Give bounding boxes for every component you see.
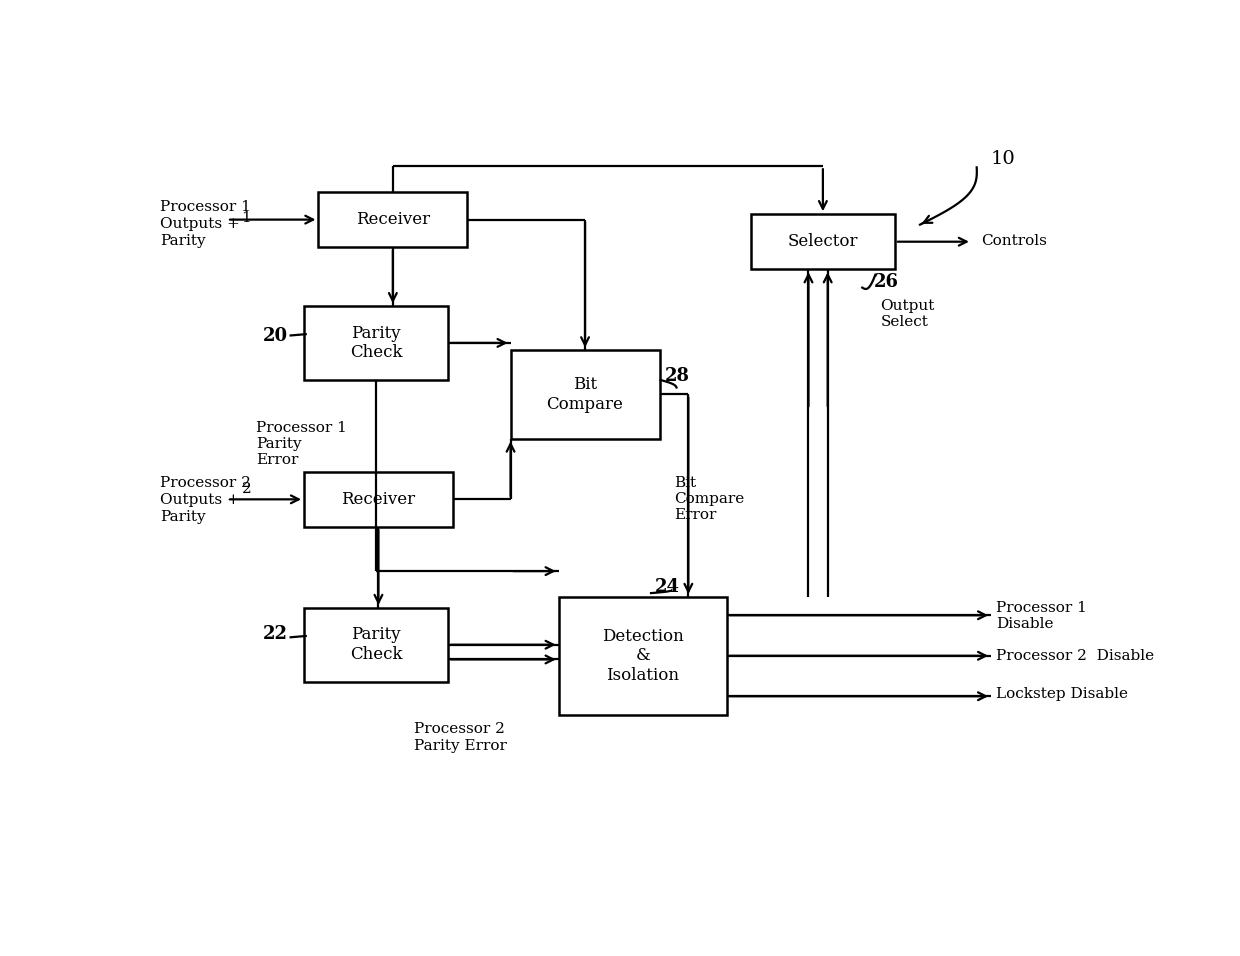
Text: Bit: Bit: [675, 476, 696, 489]
Text: 10: 10: [991, 150, 1016, 168]
Text: Parity: Parity: [160, 510, 206, 524]
Text: Processor 1: Processor 1: [160, 200, 250, 214]
Text: Output: Output: [880, 299, 935, 314]
Text: 20: 20: [263, 327, 288, 344]
Text: Detection
&
Isolation: Detection & Isolation: [601, 628, 683, 684]
FancyBboxPatch shape: [304, 471, 453, 527]
Text: 28: 28: [665, 367, 689, 385]
Text: Outputs +: Outputs +: [160, 492, 239, 507]
FancyBboxPatch shape: [304, 306, 448, 380]
FancyBboxPatch shape: [558, 597, 727, 715]
FancyBboxPatch shape: [319, 192, 467, 248]
Text: Selector: Selector: [787, 233, 858, 250]
FancyBboxPatch shape: [511, 350, 660, 439]
Text: Error: Error: [255, 453, 299, 467]
Text: Error: Error: [675, 509, 717, 522]
Text: 2: 2: [242, 482, 252, 495]
Text: Receiver: Receiver: [341, 490, 415, 508]
Text: Parity: Parity: [160, 233, 206, 248]
Text: Receiver: Receiver: [356, 211, 430, 228]
Text: Processor 2: Processor 2: [414, 723, 506, 736]
Text: Processor 1: Processor 1: [255, 421, 347, 435]
Text: Lockstep Disable: Lockstep Disable: [996, 687, 1128, 701]
Text: Processor 2: Processor 2: [160, 476, 250, 489]
Text: Parity: Parity: [255, 437, 301, 451]
Text: Processor 2  Disable: Processor 2 Disable: [996, 649, 1154, 663]
Text: 24: 24: [655, 578, 680, 597]
Text: Disable: Disable: [996, 618, 1053, 631]
Text: Parity Error: Parity Error: [414, 739, 507, 752]
Text: Outputs +: Outputs +: [160, 217, 239, 230]
Text: 22: 22: [263, 624, 288, 642]
Text: 1: 1: [242, 210, 252, 225]
Text: 26: 26: [874, 272, 899, 291]
Text: Controls: Controls: [982, 234, 1048, 249]
Text: Bit
Compare: Bit Compare: [547, 376, 624, 413]
Text: Parity
Check: Parity Check: [350, 325, 402, 361]
Text: Processor 1: Processor 1: [996, 601, 1086, 615]
Text: Compare: Compare: [675, 492, 744, 506]
FancyBboxPatch shape: [751, 214, 895, 270]
FancyBboxPatch shape: [304, 608, 448, 682]
Text: Parity
Check: Parity Check: [350, 626, 402, 663]
Text: Select: Select: [880, 315, 929, 329]
